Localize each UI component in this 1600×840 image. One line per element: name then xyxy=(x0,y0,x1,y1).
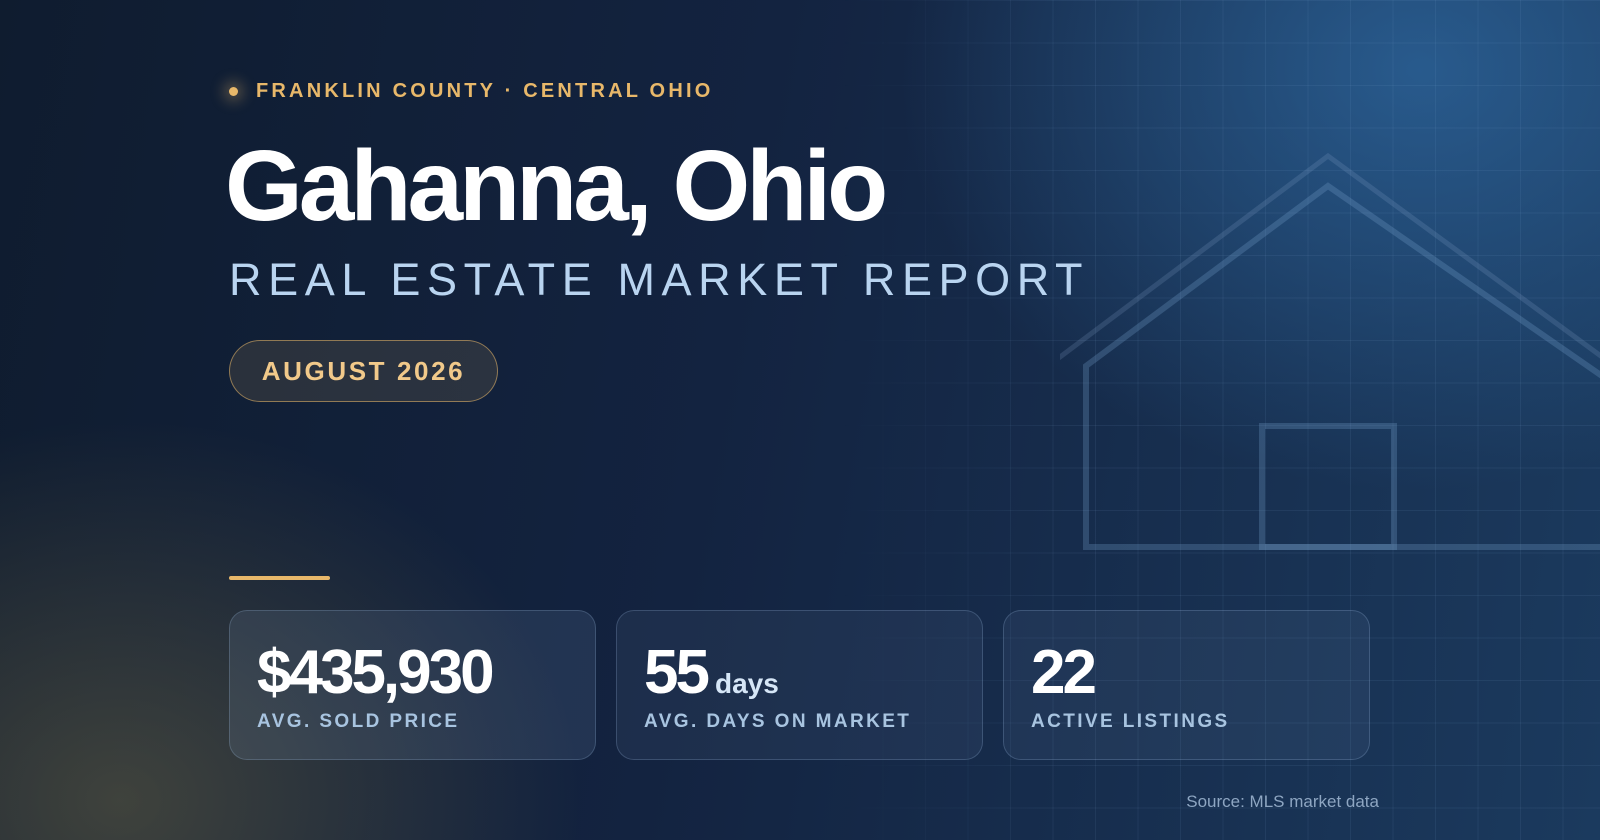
stat-value: 22 xyxy=(1031,637,1097,709)
stat-value: $435,930 xyxy=(257,637,495,709)
page-title: Gahanna, Ohio xyxy=(225,130,888,242)
stats-row: $435,930 AVG. SOLD PRICE 55 days AVG. DA… xyxy=(229,610,1370,760)
stat-unit: days xyxy=(714,668,779,699)
date-text: AUGUST 2026 xyxy=(261,355,466,386)
accent-divider xyxy=(229,576,330,580)
stat-label: AVG. DAYS ON MARKET xyxy=(644,711,912,732)
stat-card-sold-price: $435,930 AVG. SOLD PRICE xyxy=(229,610,596,760)
stat-value: 55 days xyxy=(644,637,779,709)
background-grid xyxy=(840,0,1600,840)
stat-card-days-on-market: 55 days AVG. DAYS ON MARKET xyxy=(616,610,983,760)
stat-label: ACTIVE LISTINGS xyxy=(1031,711,1230,732)
stat-card-active-listings: 22 ACTIVE LISTINGS xyxy=(1003,610,1370,760)
eyebrow-text: FRANKLIN COUNTY · CENTRAL OHIO xyxy=(256,80,714,102)
stat-number: 22 xyxy=(1031,638,1097,707)
stat-number: 55 xyxy=(644,638,710,707)
dot-icon xyxy=(229,87,238,96)
stat-label: AVG. SOLD PRICE xyxy=(257,711,460,732)
report-cover: FRANKLIN COUNTY · CENTRAL OHIO Gahanna, … xyxy=(225,0,1379,840)
location-eyebrow: FRANKLIN COUNTY · CENTRAL OHIO xyxy=(229,80,713,103)
source-note: Source: MLS market data xyxy=(1186,792,1379,811)
stat-number: $435,930 xyxy=(257,638,495,707)
date-badge: AUGUST 2026 xyxy=(229,340,498,402)
report-subtitle: REAL ESTATE MARKET REPORT xyxy=(229,254,1090,305)
house-outline-icon xyxy=(1060,152,1600,550)
